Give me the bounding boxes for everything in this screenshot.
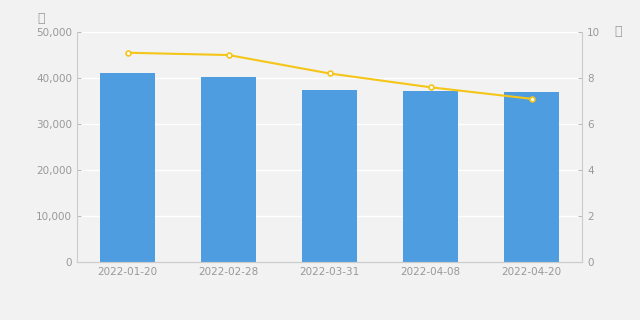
- Bar: [403, 92, 458, 262]
- Y-axis label: 元: 元: [614, 25, 621, 38]
- Y-axis label: 户: 户: [38, 12, 45, 25]
- Bar: [201, 77, 257, 262]
- Bar: [100, 74, 156, 262]
- Bar: [504, 92, 559, 262]
- Bar: [302, 90, 357, 262]
